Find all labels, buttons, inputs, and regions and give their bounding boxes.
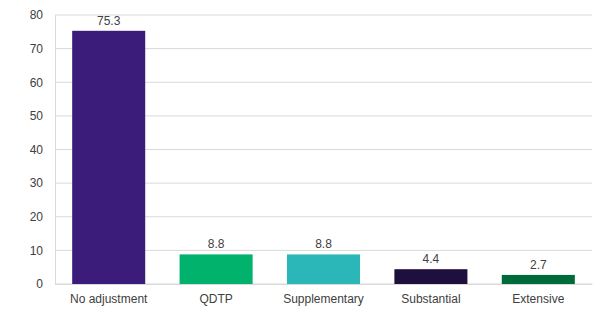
y-tick-label: 80 [30, 8, 44, 22]
x-tick: QDTP [199, 284, 232, 306]
x-tick-label: QDTP [199, 292, 232, 306]
y-tick-label: 0 [36, 277, 43, 291]
y-tick-label: 30 [30, 176, 44, 190]
x-tick: No adjustment [70, 284, 148, 306]
x-tick-label: No adjustment [70, 292, 148, 306]
y-tick: 50 [30, 109, 55, 123]
x-axis-line [56, 284, 593, 285]
y-tick-label: 50 [30, 109, 44, 123]
grid [55, 15, 592, 284]
y-tick: 10 [30, 244, 55, 258]
y-tick: 0 [36, 277, 55, 291]
y-axis: 0 10 20 30 40 50 60 70 80 [30, 8, 56, 291]
y-tick: 40 [30, 143, 55, 157]
y-tick-label: 20 [30, 210, 44, 224]
bar [72, 31, 145, 284]
bar [287, 254, 360, 284]
bar [394, 269, 467, 284]
data-label: 75.3 [97, 14, 121, 28]
x-tick-label: Substantial [401, 292, 460, 306]
y-tick-label: 10 [30, 244, 44, 258]
data-label: 2.7 [530, 258, 547, 272]
y-tick-label: 40 [30, 143, 44, 157]
y-tick-label: 60 [30, 76, 44, 90]
plot: 0 10 20 30 40 50 60 70 80 No adjustment QDTP Supple… [30, 8, 593, 305]
y-tick: 70 [30, 42, 55, 56]
bars [72, 31, 575, 284]
y-tick: 20 [30, 210, 55, 224]
bar [502, 275, 575, 284]
x-tick: Substantial [401, 284, 460, 306]
data-label: 4.4 [423, 252, 440, 266]
x-tick: Supplementary [283, 284, 364, 306]
y-axis-line [55, 16, 56, 285]
x-tick-label: Extensive [512, 292, 564, 306]
y-tick: 60 [30, 76, 55, 90]
y-tick-label: 70 [30, 42, 44, 56]
y-tick: 80 [30, 8, 55, 22]
data-label: 8.8 [208, 237, 225, 251]
data-labels: 75.3 8.8 8.8 4.4 2.7 [97, 14, 547, 272]
y-tick: 30 [30, 176, 55, 190]
x-tick-label: Supplementary [283, 292, 364, 306]
chart: 0 10 20 30 40 50 60 70 80 No adjustment QDTP Supple… [0, 0, 610, 318]
bar [180, 254, 253, 284]
x-tick: Extensive [512, 284, 564, 306]
data-label: 8.8 [315, 237, 332, 251]
grid-line [55, 15, 592, 16]
x-axis: No adjustment QDTP Supplementary Substantia… [56, 284, 593, 306]
